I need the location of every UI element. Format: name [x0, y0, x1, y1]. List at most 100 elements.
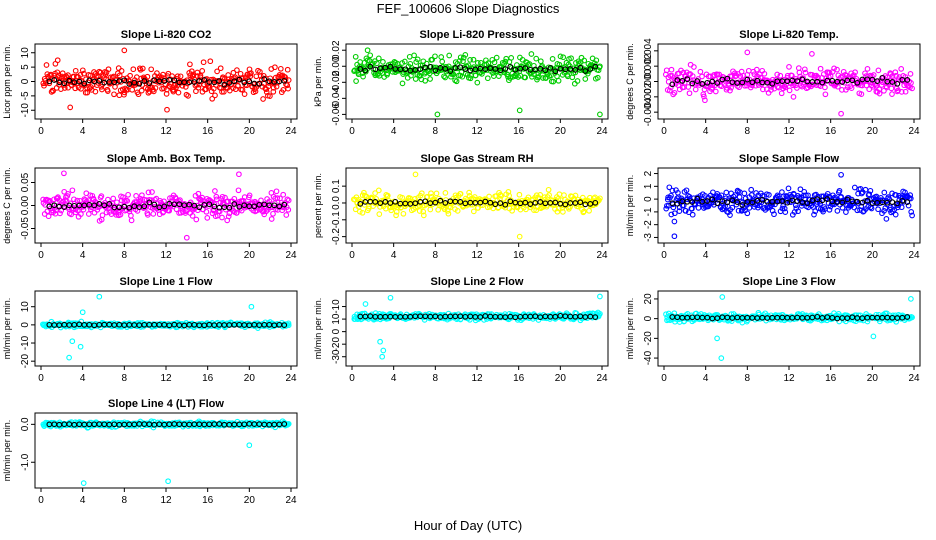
data-point	[466, 189, 472, 196]
data-point	[516, 191, 523, 198]
mean-point	[442, 65, 449, 72]
data-point	[462, 52, 469, 58]
data-point	[586, 207, 592, 214]
outlier-point	[387, 294, 394, 301]
data-point	[204, 215, 211, 221]
outlier-point	[183, 234, 190, 241]
data-point	[146, 196, 153, 203]
panel-1: Slope Li-820 CO2 0 4 8 12 16 20 24 -10 -5 0 5 10 Lico…	[2, 29, 298, 137]
mean-point	[704, 79, 711, 86]
plot-frame	[345, 43, 609, 120]
x-tick-label: 8	[433, 250, 439, 261]
data-point	[486, 193, 492, 200]
data-point	[445, 210, 452, 217]
data-point	[581, 57, 588, 64]
data-point	[774, 71, 781, 78]
data-point	[220, 88, 227, 95]
mean-point	[592, 199, 599, 206]
data-point	[701, 198, 708, 205]
data-point	[491, 59, 498, 66]
mean-point	[432, 199, 439, 206]
data-point	[43, 62, 50, 68]
data-point	[74, 207, 81, 214]
data-point	[263, 89, 270, 95]
data-point	[798, 82, 804, 89]
data-point	[712, 88, 719, 95]
outlier-point	[362, 301, 369, 307]
data-point	[702, 97, 708, 104]
data-point	[459, 73, 466, 80]
mean-point	[251, 203, 258, 210]
mean-point	[562, 201, 569, 208]
mean-point	[497, 67, 504, 74]
mean-point	[492, 66, 499, 72]
data-point	[771, 211, 777, 218]
x-tick-label: 12	[471, 373, 483, 384]
y-axis-label: Licor ppm per min.	[2, 44, 12, 119]
data-point	[854, 207, 861, 214]
mean-point	[402, 66, 409, 73]
data-point	[418, 190, 425, 197]
data-point	[836, 187, 843, 194]
mean-point	[849, 77, 856, 84]
data-point	[360, 73, 366, 80]
mean-point	[51, 202, 58, 209]
mean-point	[196, 204, 203, 211]
mean-point	[281, 77, 288, 84]
data-point	[689, 211, 696, 218]
x-tick-label: 16	[513, 373, 525, 384]
data-point	[555, 77, 562, 84]
data-point	[815, 193, 821, 200]
data-point	[881, 207, 887, 214]
data-point	[902, 88, 909, 95]
data-points	[663, 294, 915, 361]
panel-title: Slope Sample Flow	[739, 153, 840, 165]
data-point	[560, 54, 567, 61]
data-point	[353, 78, 359, 84]
data-point	[858, 91, 865, 97]
outlier-point	[744, 49, 751, 56]
x-tick-label: 16	[825, 250, 837, 261]
data-point	[781, 205, 788, 212]
data-point	[839, 204, 846, 211]
data-point	[277, 65, 284, 72]
data-point	[556, 205, 562, 212]
mean-point	[357, 66, 364, 72]
mean-point	[889, 79, 896, 85]
data-point	[843, 209, 849, 215]
data-point	[697, 68, 704, 75]
mean-point	[367, 63, 374, 70]
x-tick-label: 12	[160, 250, 172, 261]
data-point	[399, 194, 406, 201]
data-point	[235, 82, 241, 89]
y-axis-label: ml/min per min.	[625, 298, 635, 360]
data-point	[194, 69, 201, 76]
y-tick-label: 5	[20, 64, 31, 70]
data-point	[485, 60, 492, 66]
mean-point	[241, 202, 248, 209]
data-point	[374, 60, 380, 67]
data-point	[668, 211, 675, 218]
data-point	[257, 73, 264, 79]
data-points	[40, 170, 292, 241]
data-point	[158, 199, 164, 206]
data-point	[91, 209, 98, 216]
mean-point	[699, 81, 706, 87]
data-point	[284, 82, 291, 89]
mean-point	[794, 78, 801, 84]
data-point	[241, 91, 248, 97]
mean-point	[724, 75, 731, 82]
x-tick-label: 8	[122, 495, 128, 506]
data-point	[176, 198, 182, 205]
data-point	[72, 67, 79, 74]
data-point	[138, 87, 145, 94]
data-point	[540, 75, 546, 81]
data-point	[884, 201, 891, 208]
x-tick-label: 16	[513, 250, 525, 261]
data-point	[399, 80, 406, 87]
data-point	[497, 192, 504, 198]
data-point	[193, 216, 200, 223]
mean-point	[141, 78, 148, 84]
mean-point	[784, 199, 791, 206]
mean-point	[739, 79, 746, 86]
